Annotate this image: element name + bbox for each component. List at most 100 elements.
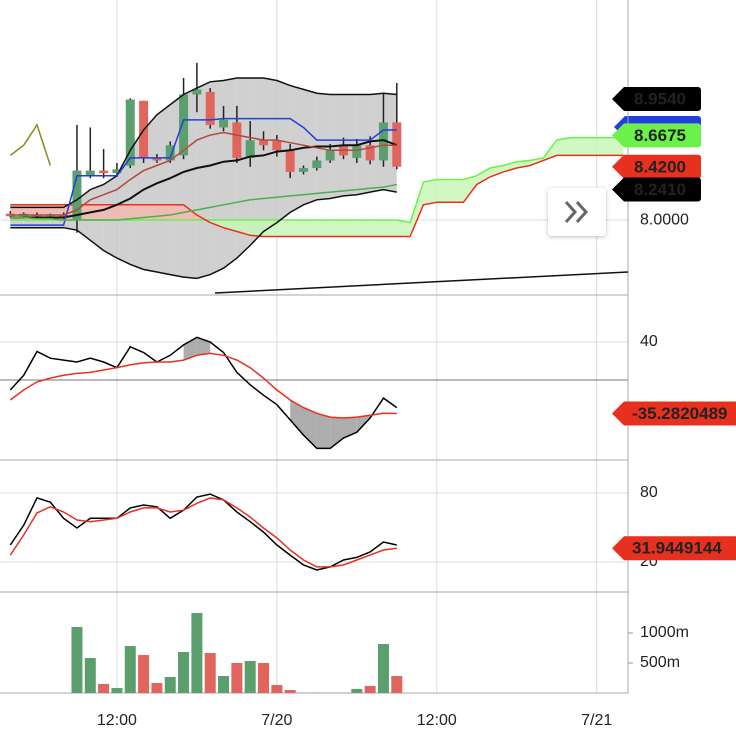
- indicator-line: [9, 493, 397, 571]
- candle-body: [165, 145, 175, 161]
- candle-body: [259, 140, 269, 146]
- volume-bar: [71, 626, 83, 693]
- indicator-line: [9, 352, 397, 419]
- volume-bar: [191, 613, 203, 693]
- volume-bar: [164, 676, 176, 693]
- cloud-fill: [410, 181, 424, 237]
- indicator-line: [9, 123, 52, 166]
- candle-body: [378, 122, 388, 161]
- cloud-fill: [490, 165, 504, 177]
- value-tag: [612, 401, 736, 426]
- cloud-fill: [423, 179, 437, 205]
- cloud-fill: [236, 220, 251, 236]
- band-fill: [250, 77, 264, 246]
- price-tag-label: 8.9540: [634, 90, 686, 109]
- volume-bar: [391, 676, 403, 693]
- x-tick-label: 7/21: [581, 712, 612, 729]
- oscillator-fill: [343, 417, 357, 438]
- cloud-fill: [503, 161, 517, 172]
- price-tag: [612, 87, 701, 112]
- cloud-fill: [583, 137, 597, 156]
- cloud-fill: [463, 175, 477, 203]
- cloud-fill: [436, 179, 451, 203]
- oscillator-fill: [316, 413, 331, 449]
- cloud-fill: [303, 220, 317, 237]
- indicator-line: [10, 117, 397, 226]
- candle-body: [85, 170, 95, 176]
- candle-body: [99, 170, 109, 174]
- indicator-line: [10, 139, 398, 219]
- candle-body: [125, 99, 135, 166]
- candle-body: [325, 150, 335, 161]
- cloud-fill: [396, 220, 411, 237]
- cloud-fill: [370, 220, 384, 237]
- band-line: [10, 188, 397, 280]
- volume-bar: [138, 655, 150, 693]
- band-fill: [263, 77, 277, 232]
- cloud-fill: [356, 220, 371, 237]
- y-tick-label: 500m: [640, 654, 680, 671]
- volume-bar: [151, 682, 163, 693]
- volume-bar: [271, 685, 283, 693]
- cloud-fill: [130, 204, 144, 221]
- price-tag: [612, 123, 701, 148]
- cloud-fill: [156, 204, 171, 221]
- y-tick-label: 80: [640, 484, 658, 501]
- candle-body: [205, 91, 215, 125]
- candle-body: [272, 140, 282, 151]
- band-fill: [156, 104, 171, 275]
- volume-bar: [258, 662, 270, 693]
- candle-body: [312, 160, 322, 169]
- oscillator-fill: [196, 337, 211, 356]
- band-fill: [196, 81, 211, 279]
- y-tick-label: 40: [640, 333, 658, 350]
- cloud-fill: [570, 137, 584, 156]
- volume-bar: [244, 661, 256, 693]
- candle-body: [365, 145, 375, 161]
- candle-body: [299, 168, 309, 172]
- cloud-fill: [116, 204, 131, 221]
- cloud-fill: [316, 220, 331, 237]
- band-line: [10, 77, 397, 209]
- volume-bar: [351, 688, 363, 693]
- volume-bar: [111, 688, 123, 693]
- volume-bar: [84, 658, 96, 693]
- cloud-fill: [476, 168, 491, 185]
- cloud-fill: [596, 137, 611, 156]
- candle-body: [232, 122, 242, 158]
- cloud-fill: [450, 179, 464, 203]
- volume-bar: [124, 646, 136, 693]
- indicator-line: [10, 131, 397, 216]
- indicator-line: [10, 183, 397, 221]
- price-tag: [612, 177, 701, 202]
- value-tag-label: 31.9449144: [632, 539, 722, 558]
- candle-body: [219, 119, 229, 128]
- cloud-fill: [383, 220, 397, 237]
- candle-body: [59, 214, 69, 218]
- chevron-icon: [564, 200, 589, 224]
- band-fill: [356, 94, 371, 195]
- value-tag-label: -35.2820489: [632, 404, 727, 423]
- candle-body: [112, 169, 122, 174]
- volume-bar: [204, 652, 216, 693]
- indicator-line: [9, 336, 398, 450]
- volume-bar: [364, 685, 376, 693]
- candle-body: [285, 150, 295, 172]
- cloud-fill: [290, 220, 304, 237]
- oscillator-fill: [290, 399, 304, 436]
- cloud-fill: [343, 220, 357, 237]
- volume-bar: [98, 683, 110, 693]
- candle-body: [72, 170, 82, 221]
- scroll-to-latest-button[interactable]: [548, 188, 606, 236]
- volume-bar: [231, 662, 243, 693]
- cloud-fill: [263, 220, 277, 237]
- y-tick-label: 8.0000: [640, 211, 689, 228]
- value-tag: [612, 536, 736, 561]
- cloud-fill: [250, 220, 264, 237]
- price-tag-label: 8.4200: [634, 157, 686, 176]
- candle-body: [245, 140, 255, 158]
- cloud-fill: [170, 204, 184, 221]
- y-tick-label: 1000m: [640, 624, 689, 641]
- price-tag-label: 8.2410: [634, 180, 686, 199]
